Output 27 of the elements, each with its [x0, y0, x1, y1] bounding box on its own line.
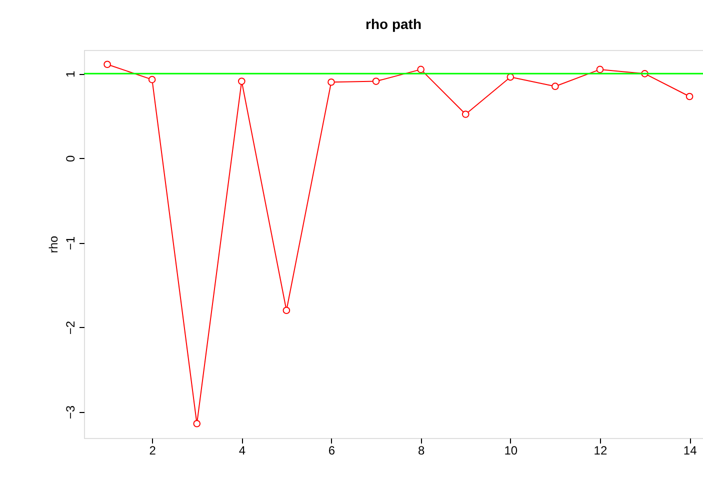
point — [238, 78, 246, 85]
y-axis-title: rho — [46, 236, 60, 254]
x-tick-label: 14 — [683, 444, 698, 458]
point — [104, 60, 111, 68]
point — [552, 82, 559, 90]
y-tick-label: 0 — [64, 155, 78, 162]
x-tick-label: 4 — [238, 444, 246, 458]
x-tick-label: 2 — [149, 444, 156, 458]
x-tick-label: 8 — [418, 444, 425, 458]
chart-title: rho path — [366, 16, 422, 32]
x-tick-label: 10 — [504, 444, 518, 458]
y-tick-label: −2 — [64, 320, 78, 335]
point — [462, 110, 470, 118]
point — [282, 306, 290, 314]
x-tick-label: 12 — [594, 444, 608, 458]
y-tick-label: 1 — [64, 70, 78, 78]
point — [686, 92, 694, 100]
point — [193, 420, 201, 428]
y-tick-label: −3 — [64, 405, 78, 420]
point — [328, 78, 335, 86]
point — [417, 66, 424, 74]
point — [372, 78, 380, 85]
point — [596, 66, 604, 74]
point — [506, 73, 514, 81]
y-tick-label: −1 — [64, 236, 78, 250]
x-tick-label: 6 — [328, 444, 336, 458]
point — [148, 76, 156, 84]
